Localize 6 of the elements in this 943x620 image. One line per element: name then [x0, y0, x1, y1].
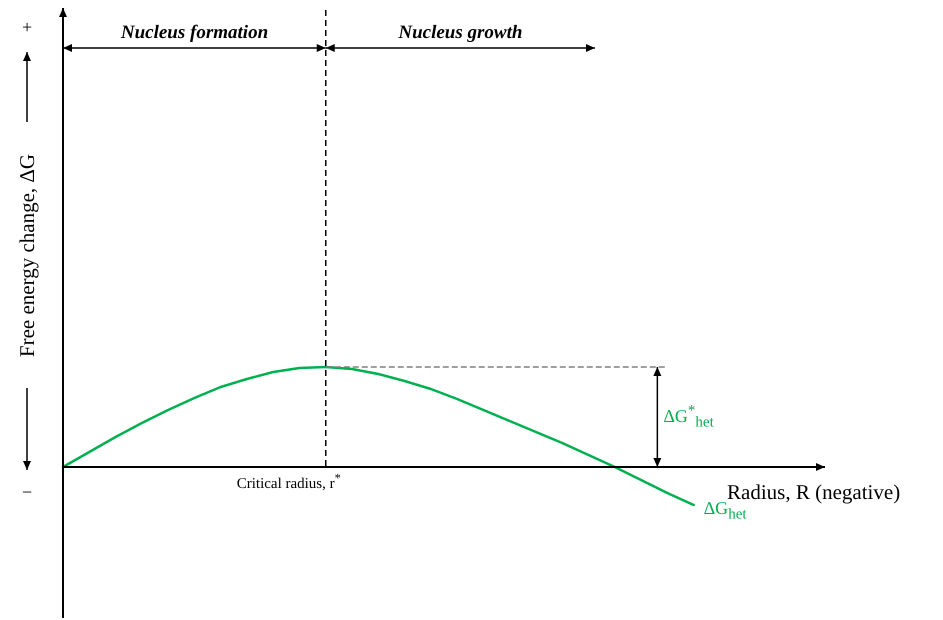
text: Nucleus growth — [398, 22, 522, 42]
text: Nucleus formation — [120, 22, 268, 42]
annotation: Critical radius, r$^{*}$ — [236, 471, 341, 492]
y-axis-title: Free energy change, ΔG — [14, 153, 39, 357]
text: − — [22, 482, 32, 502]
text: + — [22, 17, 32, 37]
